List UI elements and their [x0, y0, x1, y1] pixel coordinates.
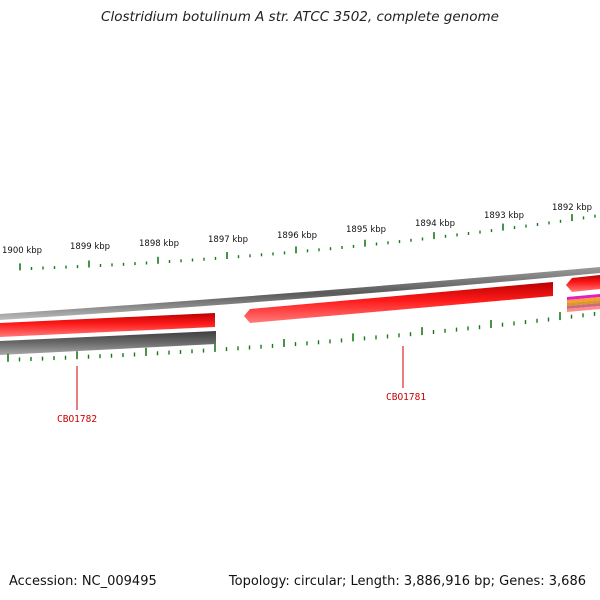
genome-title: Clostridium botulinum A str. ATCC 3502, … [101, 9, 499, 25]
cds-feature-gray[interactable] [0, 331, 216, 355]
tick-label-1896: 1896 kbp [277, 231, 317, 241]
tick-label-1899: 1899 kbp [70, 242, 110, 252]
tick-label-1897: 1897 kbp [208, 235, 248, 245]
gene-feature-cbo1782[interactable] [0, 313, 215, 337]
position-ruler [19, 214, 596, 271]
tick-label-1893: 1893 kbp [484, 211, 524, 221]
tick-label-1892: 1892 kbp [552, 203, 592, 213]
gene-label-cbo1781[interactable]: CBO1781 [386, 392, 426, 403]
backbone-arc [0, 267, 600, 320]
lower-ruler [7, 311, 596, 362]
tick-label-1900: 1900 kbp [2, 246, 42, 256]
tick-labels: 1900 kbp 1899 kbp 1898 kbp 1897 kbp 1896… [2, 203, 592, 256]
tick-label-1894: 1894 kbp [415, 219, 455, 229]
genome-summary: Topology: circular; Length: 3,886,916 bp… [228, 574, 586, 589]
gene-feature-cbo1780[interactable] [566, 275, 600, 292]
feature-stack [567, 294, 600, 312]
tick-label-1898: 1898 kbp [139, 239, 179, 249]
gene-label-cbo1782[interactable]: CBO1782 [57, 414, 97, 425]
gene-feature-cbo1781[interactable] [244, 282, 553, 323]
accession-label: Accession: NC_009495 [9, 574, 157, 589]
tick-label-1895: 1895 kbp [346, 225, 386, 235]
